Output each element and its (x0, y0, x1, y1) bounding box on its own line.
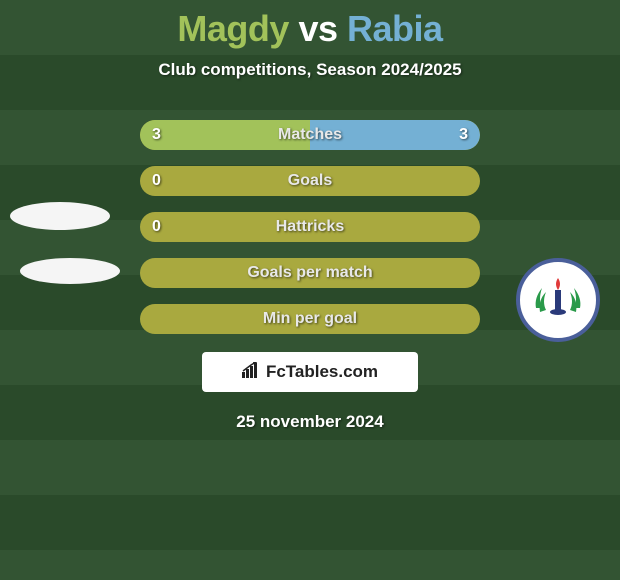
team-logo-left-placeholder-2 (20, 258, 120, 284)
stat-row: 0 Goals (140, 166, 480, 196)
comparison-bars: 3 3 Matches 0 Goals 0 Hattricks Goals per match… (140, 120, 480, 334)
stat-value-left: 3 (152, 126, 161, 144)
team-logo-right (516, 258, 600, 342)
chart-icon (242, 362, 262, 383)
stat-label: Goals per match (247, 264, 372, 282)
player2-name: Rabia (347, 8, 443, 49)
content-area: Magdy vs Rabia Club competitions, Season… (0, 0, 620, 580)
stat-row: Min per goal (140, 304, 480, 334)
stat-label: Goals (288, 172, 332, 190)
subtitle: Club competitions, Season 2024/2025 (0, 60, 620, 80)
stat-label: Min per goal (263, 310, 357, 328)
stat-row: 0 Hattricks (140, 212, 480, 242)
club-crest-icon (528, 270, 588, 330)
stat-label: Hattricks (276, 218, 344, 236)
stat-value-left: 0 (152, 218, 161, 236)
stat-row: 3 3 Matches (140, 120, 480, 150)
stat-value-right: 3 (459, 126, 468, 144)
stat-label: Matches (278, 126, 342, 144)
page-title: Magdy vs Rabia (0, 0, 620, 50)
stat-value-left: 0 (152, 172, 161, 190)
team-logo-left-placeholder (10, 202, 110, 230)
brand-text: FcTables.com (266, 362, 378, 382)
brand-badge: FcTables.com (202, 352, 418, 392)
vs-label: vs (298, 8, 337, 49)
date-label: 25 november 2024 (0, 412, 620, 432)
stat-row: Goals per match (140, 258, 480, 288)
player1-name: Magdy (177, 8, 289, 49)
